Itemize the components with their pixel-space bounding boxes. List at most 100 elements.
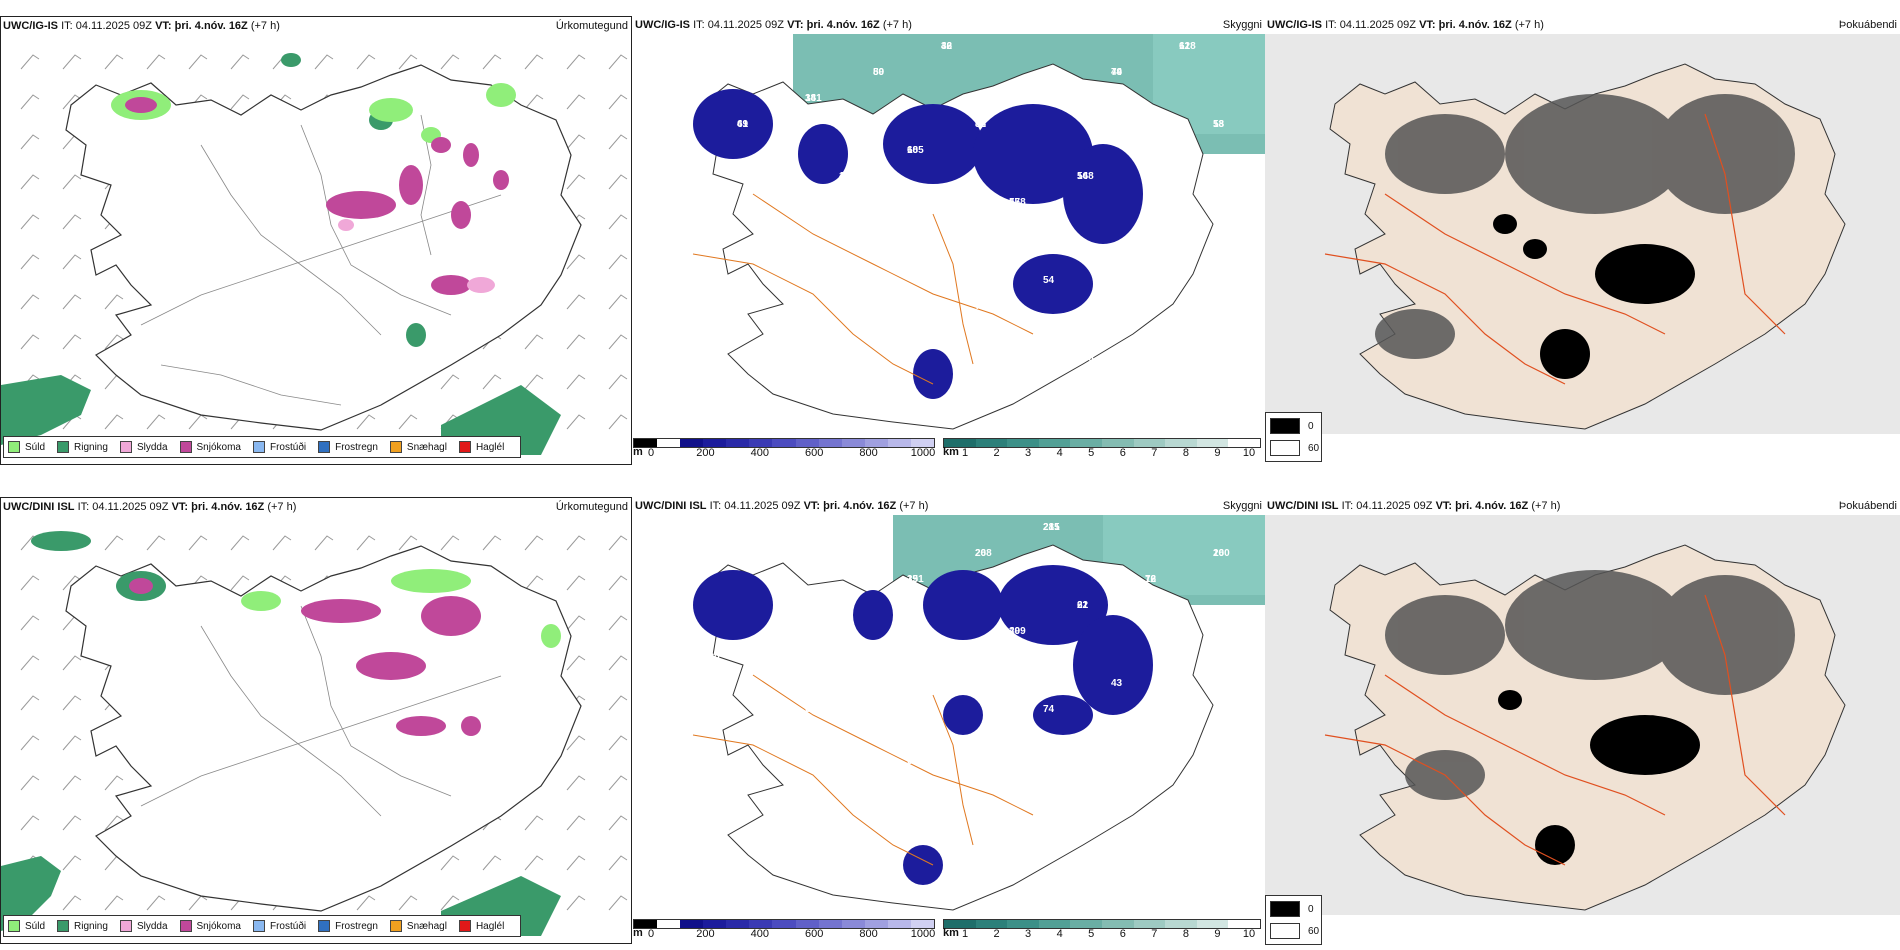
legend-label: Rigning <box>74 441 108 453</box>
visibility-value-label: 19 <box>907 574 919 585</box>
wind-barb <box>524 94 544 110</box>
legend-swatch <box>458 441 471 453</box>
visibility-value-label: 200 <box>1213 548 1230 559</box>
visibility-value-label: 125 <box>873 860 890 871</box>
visibility-value-label: 56 <box>975 730 987 741</box>
visibility-value-label: 315 <box>941 223 958 234</box>
visibility-value-label: 54 <box>1077 171 1089 182</box>
wind-barb <box>440 54 460 70</box>
wind-barb <box>230 94 250 110</box>
colorbar-segment <box>1165 439 1197 447</box>
visibility-value-label: 215 <box>1043 522 1060 533</box>
colorbar-tick: 800 <box>859 447 878 459</box>
wind-barb <box>566 655 586 671</box>
panel-type-label: Úrkomutegund <box>555 20 628 32</box>
wind-barb <box>524 815 544 831</box>
panel-header: UWC/IG-IS IT: 04.11.2025 09Z VT: þri. 4.… <box>635 19 912 31</box>
wind-barb <box>104 815 124 831</box>
wind-barb <box>20 294 40 310</box>
legend-swatch <box>8 920 20 932</box>
colorbar-tick: 2 <box>993 447 1000 459</box>
colorbar-segment <box>1228 920 1260 928</box>
legend-swatch <box>389 441 402 453</box>
visibility-value-label: 54 <box>1043 275 1055 286</box>
wind-barb <box>566 54 586 70</box>
colorbar-segment <box>1070 439 1102 447</box>
precip-panel-bottom: UWC/DINI ISL IT: 04.11.2025 09Z VT: þri.… <box>0 497 632 944</box>
wind-barb <box>482 54 502 70</box>
wind-barb <box>356 54 376 70</box>
colorbar-segment <box>1133 920 1166 928</box>
wind-barb <box>20 214 40 230</box>
wind-barb <box>440 374 460 390</box>
legend-item: Snæhagl <box>389 441 447 453</box>
colorbar-tick: 1000 <box>910 928 936 940</box>
fog-gray-areas <box>1385 570 1795 800</box>
wind-barb <box>482 374 502 390</box>
legend-swatch <box>119 920 132 932</box>
visibility-value-label: 46 <box>1145 756 1157 767</box>
colorbar-segment <box>772 920 796 928</box>
legend-item: Snjókoma <box>179 920 241 932</box>
fog-dense-areas <box>1493 214 1695 379</box>
colorbar-segment <box>887 920 911 928</box>
wind-barb <box>20 735 40 751</box>
panel-header: UWC/IG-IS IT: 04.11.2025 09Z VT: þri. 4.… <box>3 20 280 32</box>
colorbar-tick: 10 <box>1242 928 1256 940</box>
wind-barb <box>524 535 544 551</box>
legend-swatch <box>179 441 192 453</box>
visibility-value-label: 16 <box>1145 574 1157 585</box>
legend-label: Haglél <box>475 920 505 932</box>
colorbar-segment <box>634 439 658 447</box>
wind-barb <box>230 535 250 551</box>
fog-panel-top: UWC/IG-IS IT: 04.11.2025 09Z VT: þri. 4.… <box>1265 16 1900 465</box>
colorbar-segment <box>1196 439 1229 447</box>
wind-barb <box>608 214 628 230</box>
precip-type-legend: Súld Rigning Slydda Snjókoma Frostúði Frostre… <box>3 915 522 937</box>
colorbar-tick: 8 <box>1182 447 1189 459</box>
wind-barb <box>62 655 82 671</box>
visibility-colorbar: km 1 2 3 4 5 6 7 8 9 10 <box>943 919 1261 941</box>
wind-barb <box>566 535 586 551</box>
visibility-value-label: 22 <box>1077 600 1089 611</box>
legend-swatch <box>318 920 331 932</box>
wind-barb <box>524 334 544 350</box>
colorbar-segment <box>1228 439 1260 447</box>
visibility-value-label: 51 <box>737 301 749 312</box>
visibility-value-label: 50 <box>873 67 885 78</box>
visibility-value-label: 105 <box>703 41 720 52</box>
panel-type-label: Úrkomutegund <box>555 501 628 513</box>
colorbar-tick: 6 <box>1119 447 1126 459</box>
visibility-value-label: 104 <box>1111 860 1128 871</box>
visibility-labels: 5957 36 61 50 49 38 40 41 58 53 68 57 42 54 48 55 47 61 78… <box>703 41 1225 390</box>
colorbar-tick: 8 <box>1182 928 1189 940</box>
colorbar-tick: 1 <box>961 928 969 940</box>
wind-barb <box>62 735 82 751</box>
colorbar-tick: 400 <box>750 447 769 459</box>
visibility-value-label: 72 <box>1145 574 1157 585</box>
visibility-value-label: 68 <box>907 145 919 156</box>
visibility-value-label: 91 <box>839 600 851 611</box>
visibility-value-label: 49 <box>1077 782 1089 793</box>
panel-type-label: Skyggni <box>1222 500 1262 512</box>
wind-barb <box>188 414 208 430</box>
legend-swatch <box>57 441 70 453</box>
visibility-value-label: 26 <box>975 548 987 559</box>
wind-barb <box>188 895 208 911</box>
colorbar-tick: 7 <box>1151 447 1158 459</box>
visibility-value-label: 972 <box>941 652 958 663</box>
legend-label: Slydda <box>136 441 168 453</box>
visibility-value-label: 40 <box>1043 93 1055 104</box>
colorbar-tick: 6 <box>1119 928 1126 940</box>
colorbar-tick: 200 <box>696 447 715 459</box>
visibility-value-label: 168 <box>1077 171 1094 182</box>
wind-barb <box>104 535 124 551</box>
colorbar-segment <box>1101 439 1134 447</box>
wind-barb <box>104 895 124 911</box>
legend-item: Rigning <box>57 441 108 453</box>
colorbar-segment <box>1133 439 1166 447</box>
visibility-value-label: 478 <box>1009 197 1026 208</box>
visibility-value-label: 59 <box>1213 730 1225 741</box>
wind-barb <box>398 895 418 911</box>
colorbar-tick: 3 <box>1025 928 1032 940</box>
